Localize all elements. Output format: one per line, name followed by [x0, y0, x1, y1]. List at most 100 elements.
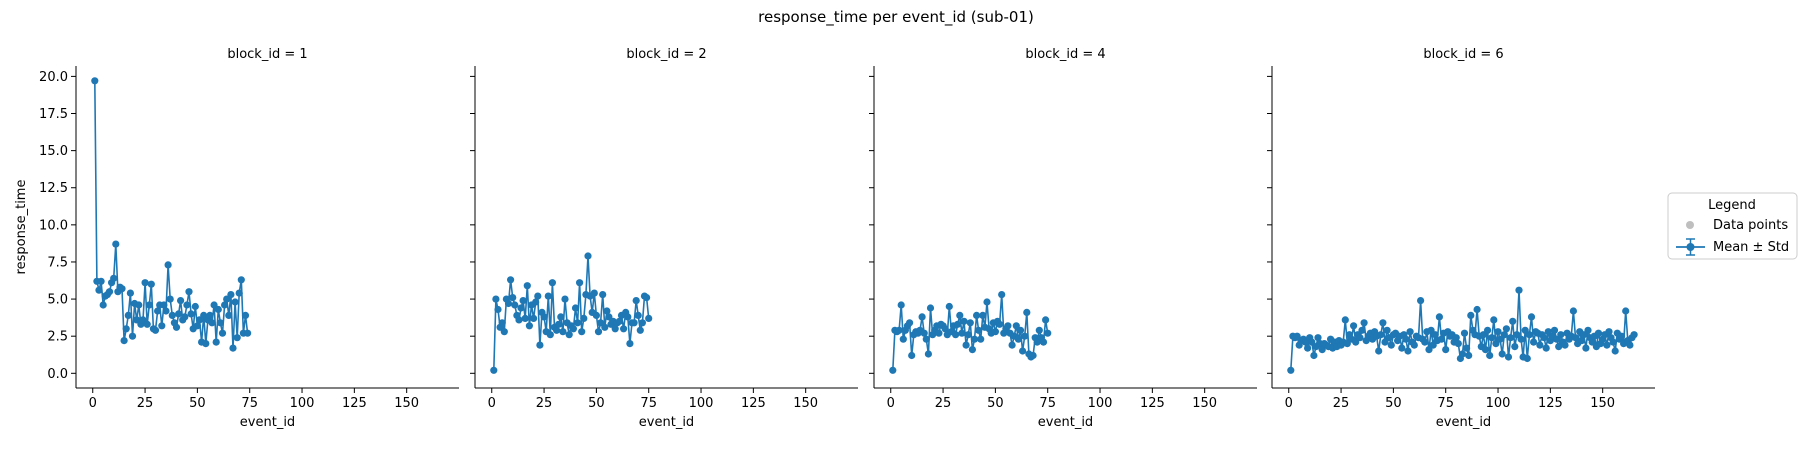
x-tick-label: 125 — [741, 396, 766, 411]
data-point — [210, 301, 218, 309]
data-point — [1588, 338, 1596, 346]
legend-item-mean-std: Mean ± Std — [1713, 240, 1789, 255]
data-point — [561, 295, 569, 303]
data-point — [958, 329, 966, 337]
x-tick-label: 150 — [394, 396, 419, 411]
data-point — [906, 319, 914, 327]
data-point — [918, 313, 926, 321]
data-point — [1379, 319, 1387, 327]
panel-title: block_id = 1 — [227, 47, 307, 62]
data-point — [977, 335, 985, 343]
data-point — [643, 294, 651, 302]
data-point — [141, 279, 149, 287]
data-point — [1605, 328, 1613, 336]
data-point — [1463, 344, 1471, 352]
x-tick-label: 0 — [89, 396, 97, 411]
data-point — [168, 311, 176, 319]
data-point — [187, 310, 195, 318]
data-point — [1310, 351, 1318, 360]
x-axis-label: event_id — [639, 415, 694, 430]
data-point — [1582, 344, 1590, 352]
y-tick-label: 5.0 — [47, 293, 68, 308]
data-point — [124, 311, 132, 319]
data-point — [214, 305, 222, 314]
data-point — [218, 329, 227, 337]
data-point — [128, 332, 137, 340]
data-point — [1042, 316, 1050, 324]
data-point — [1622, 307, 1630, 315]
data-point — [611, 325, 619, 333]
data-point — [1517, 335, 1525, 343]
data-point — [574, 319, 582, 327]
data-point — [519, 297, 527, 305]
data-point — [1287, 366, 1295, 374]
data-point — [1490, 316, 1498, 324]
panel-4: block_id = 6 0 25 50 75 100 125 150 event_id — [1267, 47, 1655, 430]
data-point — [231, 298, 239, 306]
data-point — [521, 314, 529, 322]
data-point — [1504, 353, 1513, 361]
data-point — [966, 319, 974, 327]
x-tick-label: 50 — [189, 396, 206, 411]
data-point — [1435, 313, 1443, 321]
data-point — [1377, 331, 1385, 339]
data-point — [569, 325, 578, 333]
data-point — [1014, 335, 1023, 343]
data-point — [162, 307, 170, 315]
data-point — [1465, 351, 1473, 360]
data-point — [998, 291, 1006, 299]
data-point — [193, 322, 201, 330]
data-point — [645, 314, 653, 322]
data-point — [1383, 326, 1391, 334]
data-point — [975, 326, 983, 334]
data-point — [1406, 328, 1414, 336]
panel-3: block_id = 4 0 25 50 75 100 125 150 event_id — [869, 47, 1257, 430]
data-point — [1387, 341, 1395, 349]
data-point — [636, 326, 644, 334]
data-point — [1442, 346, 1450, 354]
data-point — [1513, 331, 1521, 339]
data-point — [494, 305, 502, 314]
legend-title: Legend — [1708, 198, 1756, 213]
data-point — [490, 366, 498, 374]
data-point — [553, 326, 561, 334]
data-point — [110, 274, 118, 282]
data-point — [576, 279, 584, 287]
data-point — [1004, 322, 1012, 330]
data-point — [1484, 326, 1492, 334]
data-point — [1611, 347, 1619, 355]
data-point — [973, 311, 981, 319]
data-point — [1039, 338, 1048, 346]
data-point — [105, 288, 114, 296]
x-tick-label: 0 — [887, 396, 895, 411]
data-point — [908, 351, 916, 360]
data-point — [546, 331, 554, 339]
y-tick-label: 7.5 — [47, 255, 68, 270]
x-axis-label: event_id — [1038, 415, 1093, 430]
y-tick-label: 0.0 — [47, 367, 68, 382]
data-point — [952, 331, 960, 339]
x-tick-label: 100 — [1088, 396, 1113, 411]
data-point — [983, 298, 991, 306]
data-point — [1578, 337, 1586, 345]
x-tick-label: 0 — [488, 396, 496, 411]
data-point — [225, 311, 233, 319]
data-point — [91, 77, 99, 85]
data-point — [1029, 351, 1037, 360]
data-point — [202, 340, 210, 348]
x-axis-label: event_id — [240, 415, 295, 430]
data-point — [1404, 347, 1412, 355]
data-point — [1008, 341, 1016, 349]
data-point — [492, 295, 500, 303]
x-tick-label: 25 — [1333, 396, 1350, 411]
data-point — [1454, 340, 1462, 348]
data-point — [956, 311, 964, 319]
data-point — [244, 329, 252, 337]
data-point — [1356, 334, 1364, 342]
data-point — [889, 366, 897, 374]
data-point — [223, 295, 231, 303]
legend-mean-std-marker — [1676, 238, 1705, 256]
data-point — [135, 301, 143, 309]
x-tick-label: 150 — [1192, 396, 1217, 411]
